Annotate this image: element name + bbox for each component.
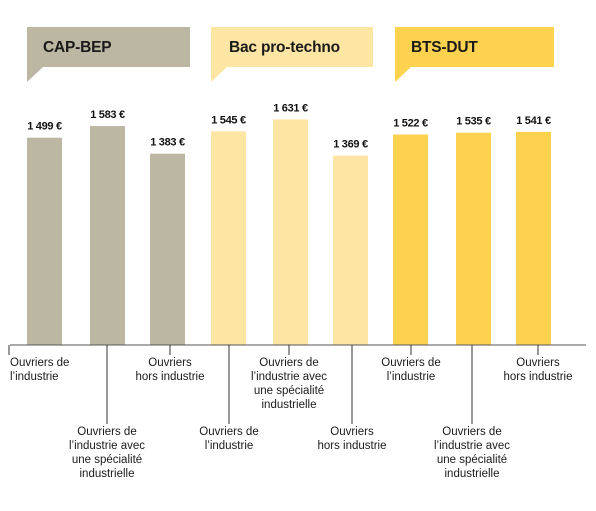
category-label-line: industrielle	[80, 468, 135, 480]
bar	[516, 131, 551, 345]
bar-value-label: 1 522 €	[393, 117, 428, 129]
category-label-line: hors industrie	[317, 440, 386, 452]
category-label-line: Ouvriers	[330, 426, 374, 438]
category-label-line: l’industrie	[205, 440, 254, 452]
bar-value-label: 1 541 €	[516, 115, 551, 127]
bar-value-label: 1 545 €	[211, 114, 246, 126]
category-label: Ouvriers de l’industrie avec une spécialit…	[434, 426, 510, 480]
group-banner-shape	[395, 27, 554, 82]
bar-value-label: 1 631 €	[273, 102, 308, 114]
category-label: Ouvriers de l’industrie	[381, 357, 440, 383]
category-label: Ouvriers hors industrie	[317, 426, 386, 452]
bar	[211, 131, 246, 345]
group-banner-label: BTS-DUT	[411, 39, 478, 56]
category-label-line: Ouvriers	[148, 357, 192, 369]
category-label-line: hors industrie	[135, 371, 204, 383]
bar	[27, 137, 62, 345]
bar-value-label: 1 535 €	[456, 116, 491, 128]
category-label: Ouvriers de l’industrie avec une spécialit…	[251, 357, 327, 411]
category-label-line: l’industrie avec	[69, 440, 145, 452]
bar	[333, 155, 368, 345]
category-label-line: hors industrie	[503, 371, 572, 383]
bar-value-label: 1 383 €	[150, 137, 185, 149]
category-label-line: l’industrie avec	[434, 440, 510, 452]
group-banner: BTS-DUT	[395, 27, 554, 82]
bar-value-label: 1 369 €	[333, 139, 368, 151]
group-banner: CAP-BEP	[27, 27, 190, 82]
category-label-line: une spécialité	[72, 454, 142, 466]
category-label-line: l’industrie	[10, 371, 59, 383]
category-label-line: Ouvriers de	[10, 357, 69, 369]
category-label-line: Ouvriers	[516, 357, 560, 369]
category-label-line: Ouvriers de	[442, 426, 501, 438]
category-label-line: Ouvriers de	[381, 357, 440, 369]
bar	[90, 126, 125, 345]
category-label-line: Ouvriers de	[199, 426, 258, 438]
category-label: Ouvriers de l’industrie	[199, 426, 258, 452]
category-label-line: industrielle	[262, 399, 317, 411]
bar-value-label: 1 583 €	[90, 109, 125, 121]
category-label-line: une spécialité	[437, 454, 507, 466]
category-label-line: Ouvriers de	[259, 357, 318, 369]
group-banner-label: Bac pro-techno	[229, 39, 340, 56]
group-banner-shape	[211, 27, 373, 82]
category-label-line: industrielle	[445, 468, 500, 480]
category-label-line: Ouvriers de	[77, 426, 136, 438]
group-banner-label: CAP-BEP	[43, 39, 111, 56]
bar	[273, 119, 308, 345]
group-banner: Bac pro-techno	[211, 27, 373, 82]
category-label: Ouvriers hors industrie	[135, 357, 204, 383]
category-label-line: l’industrie avec	[251, 371, 327, 383]
category-label-line: une spécialité	[254, 385, 324, 397]
category-label: Ouvriers de l’industrie avec une spécialit…	[69, 426, 145, 480]
category-label: Ouvriers de l’industrie	[10, 357, 69, 383]
group-banner-shape	[27, 27, 190, 82]
category-label: Ouvriers hors industrie	[503, 357, 572, 383]
category-label-line: l’industrie	[387, 371, 436, 383]
bar-value-label: 1 499 €	[27, 121, 62, 133]
bar	[393, 134, 428, 345]
bar	[150, 153, 185, 345]
bar	[456, 132, 491, 345]
